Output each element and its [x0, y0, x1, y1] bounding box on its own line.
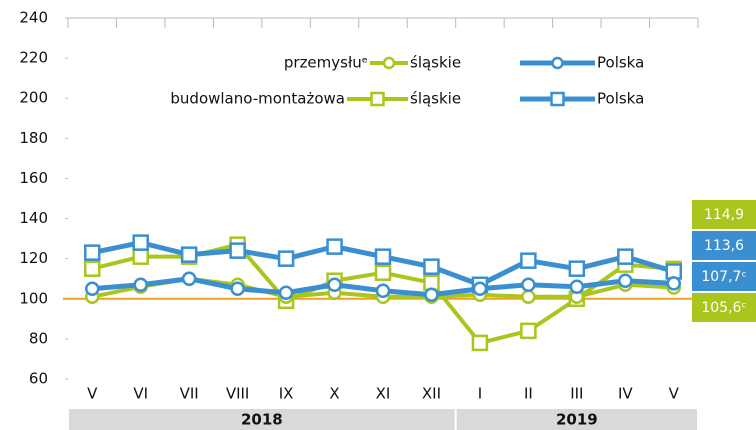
legend-marker: [382, 56, 396, 70]
point: [471, 334, 489, 352]
legend-marker: [550, 91, 565, 107]
x-tick-label: VII: [180, 385, 199, 403]
value-box: [692, 293, 756, 322]
value-box: [692, 231, 756, 260]
point: [618, 273, 633, 288]
point: [277, 250, 295, 267]
point: [374, 248, 392, 265]
point: [666, 276, 682, 291]
value-label: 105,6ᶜ: [701, 300, 746, 316]
y-tick-label: 100: [19, 289, 48, 307]
y-tick-label: 180: [19, 129, 48, 147]
value-box: [692, 262, 756, 291]
point: [180, 246, 198, 263]
y-tick-label: 160: [19, 169, 48, 187]
x-tick-label: X: [329, 385, 339, 403]
legend-group: przemysłuᵉ: [284, 54, 368, 72]
x-tick-label: III: [570, 385, 583, 403]
legend-marker: [551, 56, 564, 70]
value-label: 114,9: [704, 207, 744, 223]
x-tick-label: XII: [422, 385, 441, 403]
x-tick-label: I: [478, 385, 482, 403]
x-tick-label: XI: [376, 385, 391, 403]
year-label: 2018: [241, 411, 283, 429]
legend-marker: [370, 91, 385, 107]
x-tick-label: VIII: [226, 385, 250, 403]
y-tick-label: 140: [19, 209, 48, 227]
x-tick-label: VI: [133, 385, 148, 403]
point: [181, 271, 197, 286]
point: [326, 238, 343, 255]
value-label: 107,7ᶜ: [701, 269, 746, 285]
point: [83, 244, 101, 261]
y-tick-label: 80: [29, 329, 48, 347]
x-tick-label: V: [87, 385, 98, 403]
point: [521, 289, 536, 305]
point: [617, 248, 634, 265]
point: [375, 283, 391, 299]
point: [521, 277, 536, 292]
point: [569, 279, 585, 294]
y-tick-label: 120: [19, 249, 48, 267]
point: [423, 258, 440, 275]
x-tick-label: V: [669, 385, 680, 403]
legend-label: śląskie: [410, 54, 461, 72]
value-label: 113,6: [704, 238, 744, 254]
point: [133, 277, 148, 292]
point: [83, 260, 101, 277]
year-bar: [456, 409, 697, 430]
point: [520, 252, 537, 269]
value-box: [692, 200, 756, 229]
point: [520, 322, 537, 340]
year-bar: [69, 409, 455, 430]
y-tick-label: 60: [29, 370, 48, 388]
point: [568, 260, 586, 277]
y-tick-label: 240: [19, 9, 48, 27]
x-tick-label: IX: [279, 385, 294, 403]
point: [229, 242, 246, 259]
point: [374, 264, 392, 281]
year-label: 2019: [556, 411, 598, 429]
point: [278, 285, 294, 301]
point: [424, 287, 439, 303]
legend-label: śląskie: [410, 90, 461, 108]
legend-label: Polska: [597, 90, 644, 108]
legend-label: Polska: [597, 54, 644, 72]
x-tick-label: IV: [618, 385, 633, 403]
point: [132, 234, 149, 251]
x-tick-label: II: [524, 385, 533, 403]
point: [84, 281, 100, 296]
y-tick-label: 220: [19, 49, 48, 67]
point: [472, 281, 488, 296]
legend-group: budowlano-montażowa: [170, 90, 345, 108]
point: [327, 277, 342, 292]
point: [132, 248, 149, 265]
point: [230, 281, 245, 296]
y-tick-label: 200: [19, 89, 48, 107]
